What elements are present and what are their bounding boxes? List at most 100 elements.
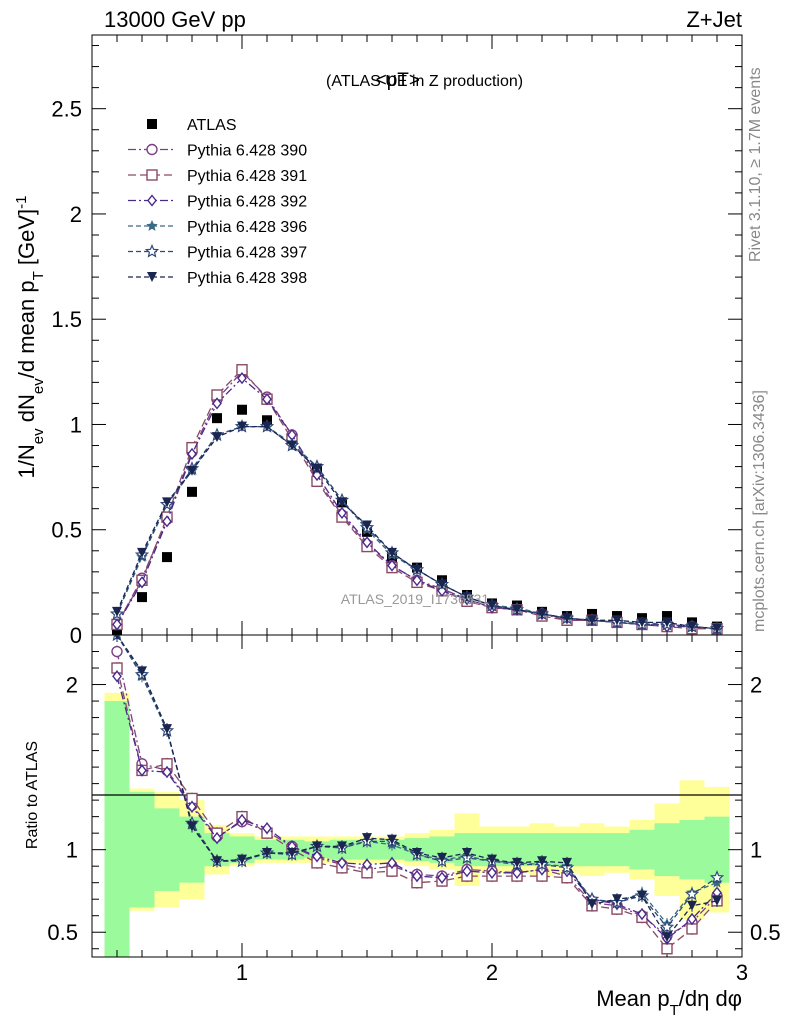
ratio-y-tick-label: 0.5	[47, 920, 78, 945]
watermark: ATLAS_2019_I1736531	[341, 591, 490, 607]
ratio-y-tick-label-right: 0.5	[750, 920, 781, 945]
data-point	[162, 515, 172, 528]
ratio-point	[237, 813, 247, 827]
data-point	[237, 404, 247, 415]
band-inner	[579, 833, 605, 867]
ratio-point	[287, 847, 297, 858]
ratio-point	[487, 866, 497, 879]
ratio-point	[637, 890, 647, 901]
data-point	[212, 413, 222, 424]
legend-entry: ATLAS	[147, 117, 237, 134]
rivet-side-label: Rivet 3.1.10, ≥ 1.7M events	[747, 67, 764, 262]
data-point	[287, 440, 297, 451]
legend-marker	[146, 169, 158, 181]
ratio-point	[687, 912, 697, 926]
ratio-point	[637, 907, 647, 921]
legend: ATLAS Pythia 6.428 390 Pythia 6.428 391 Pyt…	[128, 117, 307, 287]
ratio-point	[462, 865, 472, 878]
data-point	[137, 547, 147, 558]
band-inner	[129, 791, 155, 908]
ratio-point	[612, 894, 622, 905]
ratio-point	[709, 870, 725, 884]
data-point	[712, 623, 722, 634]
data-point	[337, 497, 347, 508]
band-inner	[104, 701, 130, 957]
data-point	[112, 618, 122, 631]
ratio-point	[162, 765, 172, 779]
ratio-series-pythia-6-428-392	[112, 670, 722, 945]
legend-marker	[147, 194, 157, 207]
ratio-point	[262, 847, 272, 858]
data-point	[337, 506, 347, 520]
band-inner	[604, 833, 630, 867]
ratio-point	[487, 854, 497, 865]
data-point	[437, 579, 447, 590]
ratio-point	[512, 857, 522, 868]
legend-marker	[144, 243, 160, 258]
series-pythia-6-428-398	[112, 421, 722, 634]
ratio-point	[337, 856, 347, 869]
header-left: 13000 GeV pp	[104, 7, 246, 32]
data-point	[187, 465, 197, 476]
data-point	[237, 421, 247, 432]
x-axis-title: Mean pT/dη dφ	[596, 986, 742, 1019]
ratio-point	[387, 834, 397, 845]
ratio-series-line	[116, 635, 718, 939]
band-inner	[679, 819, 705, 880]
data-point	[637, 617, 647, 628]
ratio-point	[662, 932, 672, 943]
ratio-point	[684, 886, 700, 901]
x-tick-label: 1	[236, 960, 248, 985]
legend-marker	[146, 220, 158, 231]
data-point	[412, 574, 422, 587]
data-point	[537, 608, 547, 619]
y-axis-title: 1/Nev dNev/d mean pT [GeV]-1	[13, 196, 47, 479]
ratio-point	[587, 899, 597, 910]
header-right: Z+Jet	[686, 7, 742, 32]
data-point	[387, 559, 397, 572]
data-point	[312, 463, 322, 474]
band-inner	[354, 839, 380, 860]
data-point	[362, 536, 372, 549]
ratio-point	[437, 871, 447, 884]
legend-label: Pythia 6.428 396	[187, 219, 307, 236]
ratio-point	[362, 833, 372, 844]
data-point	[612, 615, 622, 626]
data-point	[187, 486, 197, 497]
ratio-point	[187, 800, 197, 813]
ratio-point	[111, 645, 123, 658]
legend-entry: Pythia 6.428 397	[128, 243, 307, 262]
x-tick-label: 2	[486, 960, 498, 985]
legend-entry: Pythia 6.428 390	[128, 143, 307, 160]
data-point	[262, 421, 272, 432]
data-point	[237, 372, 247, 385]
ratio-y-tick-label-right: 1	[750, 838, 762, 863]
ratio-point	[114, 635, 120, 640]
ratio-y-tick-label-right: 2	[750, 673, 762, 698]
data-point	[212, 397, 222, 410]
ratio-point	[387, 856, 397, 869]
ratio-y-axis-title: Ratio to ATLAS	[24, 741, 41, 849]
y-axis-title-text: 1/Nev dNev/d mean pT [GeV]-1	[13, 196, 47, 479]
ratio-uncertainty-bands	[104, 692, 730, 957]
y-tick-label: 1	[70, 412, 82, 437]
y-tick-label: 0.5	[51, 518, 82, 543]
data-point	[137, 576, 147, 589]
ratio-point	[512, 866, 522, 879]
ratio-point	[661, 943, 673, 955]
y-tick-label: 1.5	[51, 307, 82, 332]
ratio-point	[462, 847, 472, 858]
ratio-point	[262, 822, 272, 835]
data-point	[462, 592, 472, 603]
y-tick-label: 0	[70, 623, 82, 648]
ratio-point	[312, 841, 322, 852]
data-point	[112, 606, 122, 617]
ratio-point	[537, 856, 547, 867]
legend-label: Pythia 6.428 398	[187, 270, 307, 287]
ratio-point	[187, 821, 197, 832]
ratio-point	[337, 841, 347, 852]
legend-label: Pythia 6.428 390	[187, 143, 307, 160]
ratio-point	[137, 666, 147, 677]
data-point	[162, 552, 172, 563]
ratio-point	[437, 852, 447, 863]
